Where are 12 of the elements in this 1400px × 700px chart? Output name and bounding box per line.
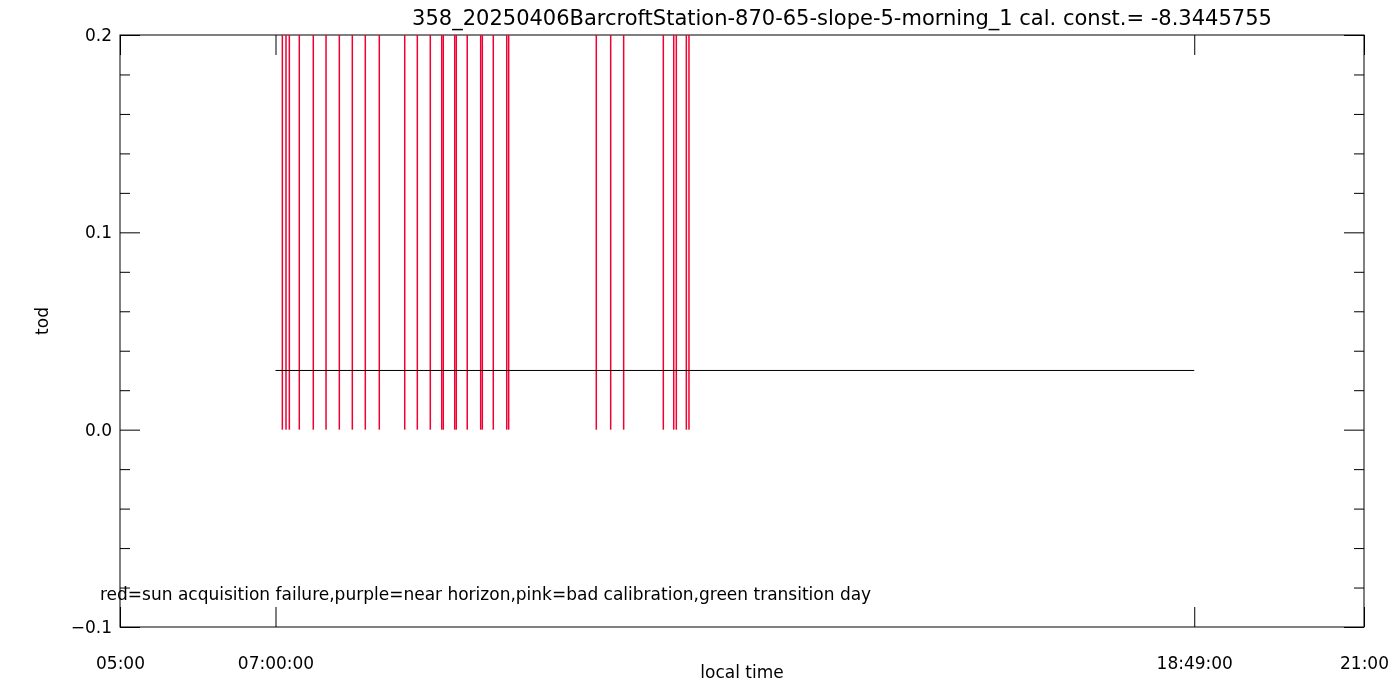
x-axis-title: local time <box>700 662 784 682</box>
y-tick-label: 0.1 <box>84 222 112 243</box>
x-tick-label: 18:49:00 <box>1156 653 1233 674</box>
annotation: red=sun acquisition failure,purple=near horizon,pink=bad calibration,green transition day <box>100 584 872 604</box>
y-tick-label: 0.0 <box>84 419 112 440</box>
x-tick-label: 05:00 <box>96 653 145 674</box>
y-tick-label: −0.1 <box>70 616 112 637</box>
chart-title: 358_20250406BarcroftStation-870-65-slope-5-morning_1 cal. const.= -8.3445755 <box>412 6 1272 31</box>
y-tick-label: 0.2 <box>84 24 112 45</box>
x-tick-label: 07:00:00 <box>237 653 315 674</box>
x-tick-label: 21:00 <box>1340 653 1389 674</box>
y-axis-title: tod <box>32 307 52 335</box>
